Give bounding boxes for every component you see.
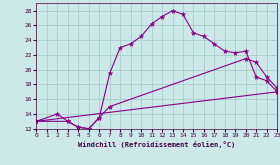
- X-axis label: Windchill (Refroidissement éolien,°C): Windchill (Refroidissement éolien,°C): [78, 141, 235, 148]
